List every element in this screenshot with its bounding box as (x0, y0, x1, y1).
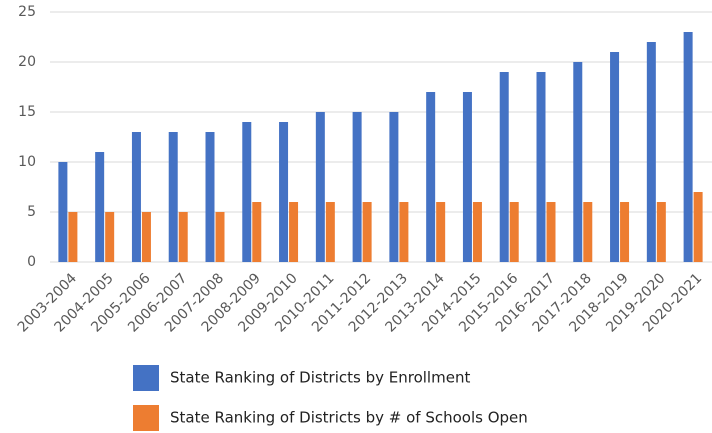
bar (141, 212, 151, 262)
bar (462, 92, 472, 262)
bar (536, 72, 546, 262)
legend-label: State Ranking of Districts by Enrollment (170, 369, 470, 387)
bar (95, 152, 105, 262)
bar (573, 62, 583, 262)
bar (325, 202, 335, 262)
bar (279, 122, 289, 262)
bar (436, 202, 446, 262)
bar (399, 202, 409, 262)
y-tick-label: 25 (18, 4, 36, 20)
y-tick-label: 10 (18, 154, 36, 170)
bar (426, 92, 436, 262)
bar (68, 212, 78, 262)
bar (683, 32, 693, 262)
bar (610, 52, 620, 262)
bar (646, 42, 656, 262)
bar (131, 132, 141, 262)
bar (583, 202, 593, 262)
bar (205, 132, 215, 262)
y-tick-label: 5 (27, 204, 36, 220)
legend-swatch (133, 405, 159, 431)
bar (289, 202, 299, 262)
bar (168, 132, 178, 262)
bar (509, 202, 519, 262)
bar (315, 112, 325, 262)
y-tick-label: 20 (18, 54, 36, 70)
legend-label: State Ranking of Districts by # of Schoo… (170, 409, 528, 427)
bar (499, 72, 509, 262)
y-tick-label: 15 (18, 104, 36, 120)
bar (620, 202, 630, 262)
bar (178, 212, 188, 262)
bar (389, 112, 399, 262)
bar (362, 202, 372, 262)
bar (105, 212, 115, 262)
bar (472, 202, 482, 262)
y-tick-label: 0 (27, 254, 36, 270)
bar (215, 212, 225, 262)
bar (252, 202, 262, 262)
bar (58, 162, 68, 262)
bar (352, 112, 362, 262)
legend-swatch (133, 365, 159, 391)
bar (693, 192, 703, 262)
bar (242, 122, 252, 262)
bar (546, 202, 556, 262)
bar (656, 202, 666, 262)
